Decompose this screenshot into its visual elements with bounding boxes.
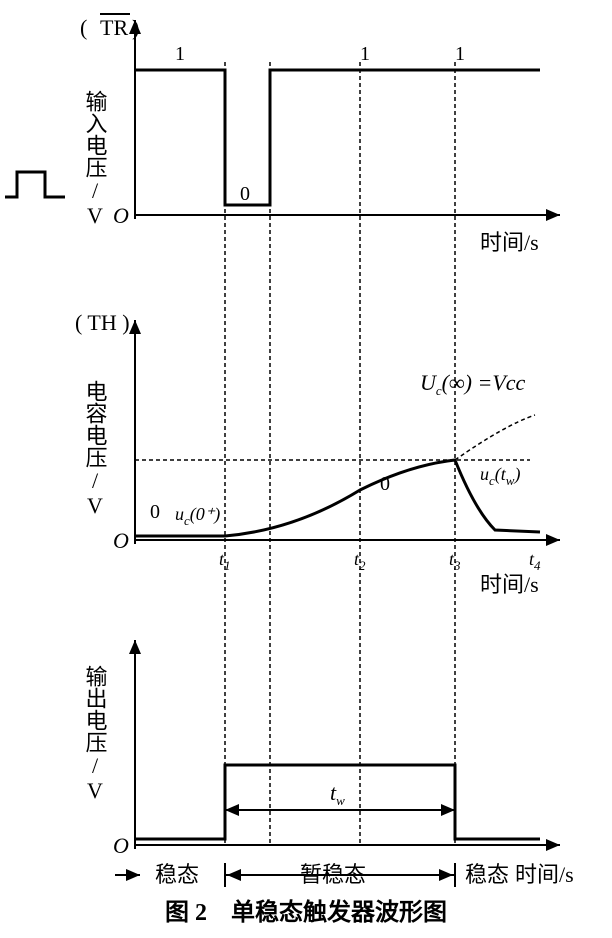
waveform-figure: O ( TR ) 输入电压/V 1 1 1 0 时间/s O ( TH ) 电容电压/V 0 uc(0⁺… [0, 0, 612, 938]
logic-1: 1 [175, 43, 185, 65]
uc-asymptote [455, 415, 535, 460]
origin-label: O [113, 528, 129, 553]
svg-text:时间/s: 时间/s [515, 862, 574, 887]
svg-text:0: 0 [150, 501, 160, 523]
pulse-icon [5, 172, 65, 197]
tw-label: tw [330, 780, 345, 808]
state-quasi: 暂稳态 [300, 862, 366, 887]
panel3-ylabel: 输出电压/V [83, 665, 108, 803]
svg-text:1: 1 [455, 43, 465, 65]
state-stable-left: 稳态 [155, 862, 199, 887]
uctw-label: uc(tw) [480, 464, 520, 488]
uc-inf-label: Uc(∞) =Vcc [420, 370, 526, 398]
svg-text:TR: TR [100, 15, 128, 40]
origin-label: O [113, 833, 129, 858]
xaxis-label: 时间/s [480, 230, 539, 255]
state-stable-right: 稳态 [465, 862, 509, 887]
tr-waveform [135, 70, 540, 205]
figure-caption: 图 2 单稳态触发器波形图 [165, 898, 447, 926]
svg-text:): ) [132, 15, 139, 40]
time-tick: t4 [529, 549, 541, 573]
panel1-ylabel: 输入电压/V [83, 90, 108, 228]
logic-0: 0 [240, 183, 250, 205]
svg-text:时间/s: 时间/s [480, 572, 539, 597]
panel2-tag: ( TH ) [75, 310, 130, 335]
origin-label: O [113, 203, 129, 228]
svg-text:0: 0 [380, 473, 390, 495]
svg-text:1: 1 [360, 43, 370, 65]
uc0-label: uc(0⁺) [175, 504, 220, 528]
panel1-tag: ( [80, 15, 87, 40]
panel2-ylabel: 电容电压/V [83, 380, 108, 518]
